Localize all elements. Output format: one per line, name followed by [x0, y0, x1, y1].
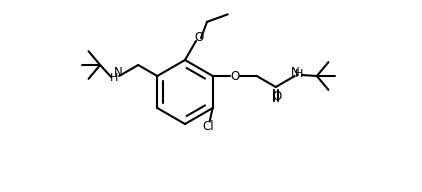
Text: H: H	[295, 69, 303, 79]
Text: O: O	[195, 31, 204, 44]
Text: O: O	[272, 90, 281, 103]
Text: Cl: Cl	[202, 119, 214, 132]
Text: O: O	[230, 70, 239, 83]
Text: H: H	[110, 73, 118, 83]
Text: N: N	[114, 66, 122, 79]
Text: N: N	[290, 65, 299, 79]
